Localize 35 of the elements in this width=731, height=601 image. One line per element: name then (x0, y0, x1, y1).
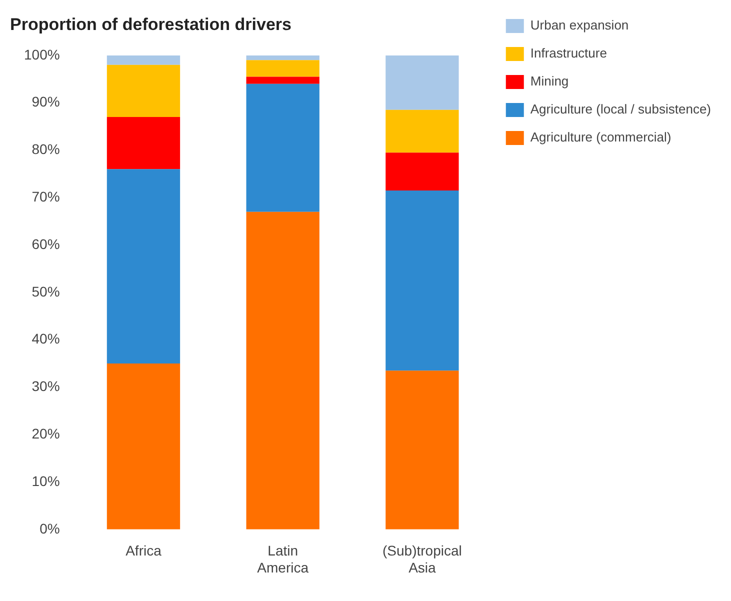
bar (106, 55, 180, 65)
bar (386, 190, 459, 371)
bar (106, 117, 180, 170)
y-tick-label: 40% (32, 330, 60, 347)
y-tick-label: 60% (32, 236, 60, 252)
x-tick-label: (Sub)tropical Asia (382, 542, 462, 576)
y-tick-label: 30% (32, 378, 60, 394)
bar (386, 370, 459, 530)
y-tick-label: 100% (24, 46, 60, 62)
y-tick-label: 70% (32, 188, 60, 204)
legend-label: Urban expansion (530, 18, 629, 33)
bar (386, 152, 459, 190)
bar (386, 55, 459, 110)
bar (106, 169, 180, 364)
y-tick-label: 90% (32, 94, 60, 110)
y-tick-label: 50% (32, 283, 60, 300)
bar (246, 60, 320, 77)
bar (106, 64, 180, 118)
x-tick-label: Latin America (257, 542, 309, 576)
bar (246, 55, 320, 60)
legend-label: Agriculture (commercial) (530, 130, 672, 145)
bar (106, 364, 180, 530)
bar (246, 212, 320, 530)
x-tick-label: Africa (126, 542, 162, 559)
bar (386, 110, 459, 153)
y-tick-label: 0% (40, 520, 60, 536)
legend-label: Mining (530, 74, 569, 89)
chart-title: Proportion of deforestation drivers (10, 14, 292, 34)
y-tick-label: 80% (32, 141, 60, 158)
y-tick-label: 10% (32, 472, 60, 489)
legend-label: Agriculture (local / subsistence) (530, 102, 712, 117)
bar (246, 76, 320, 84)
y-tick-label: 20% (32, 425, 60, 442)
legend-label: Infrastructure (530, 46, 607, 61)
bar (246, 84, 320, 212)
